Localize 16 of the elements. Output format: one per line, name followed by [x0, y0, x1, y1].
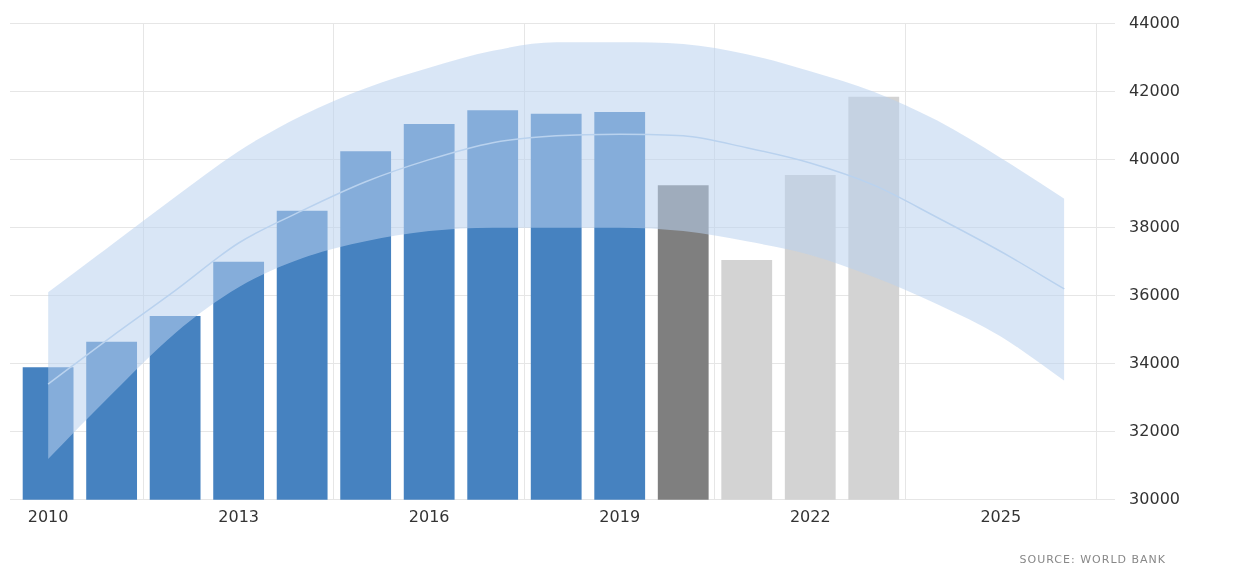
x-tick-label: 2019 [599, 506, 641, 526]
y-tick-label: 36000 [1129, 284, 1181, 304]
line-series [47, 133, 1066, 385]
y-tick-label: 44000 [1129, 12, 1181, 32]
y-tick-label: 32000 [1129, 420, 1181, 440]
y-tick-label: 38000 [1129, 216, 1181, 236]
x-tick-label: 2010 [27, 506, 69, 526]
y-tick-label: 30000 [1129, 488, 1181, 508]
source-note: SOURCE: WORLD BANK [1019, 553, 1166, 566]
y-tick-label: 42000 [1129, 80, 1181, 100]
y-tick-label: 40000 [1129, 148, 1181, 168]
x-tick-label: 2022 [789, 506, 831, 526]
x-tick-label: 2013 [218, 506, 259, 526]
y-tick-label: 34000 [1129, 352, 1181, 372]
x-tick-label: 2016 [408, 506, 450, 526]
x-tick-label: 2025 [980, 506, 1022, 526]
